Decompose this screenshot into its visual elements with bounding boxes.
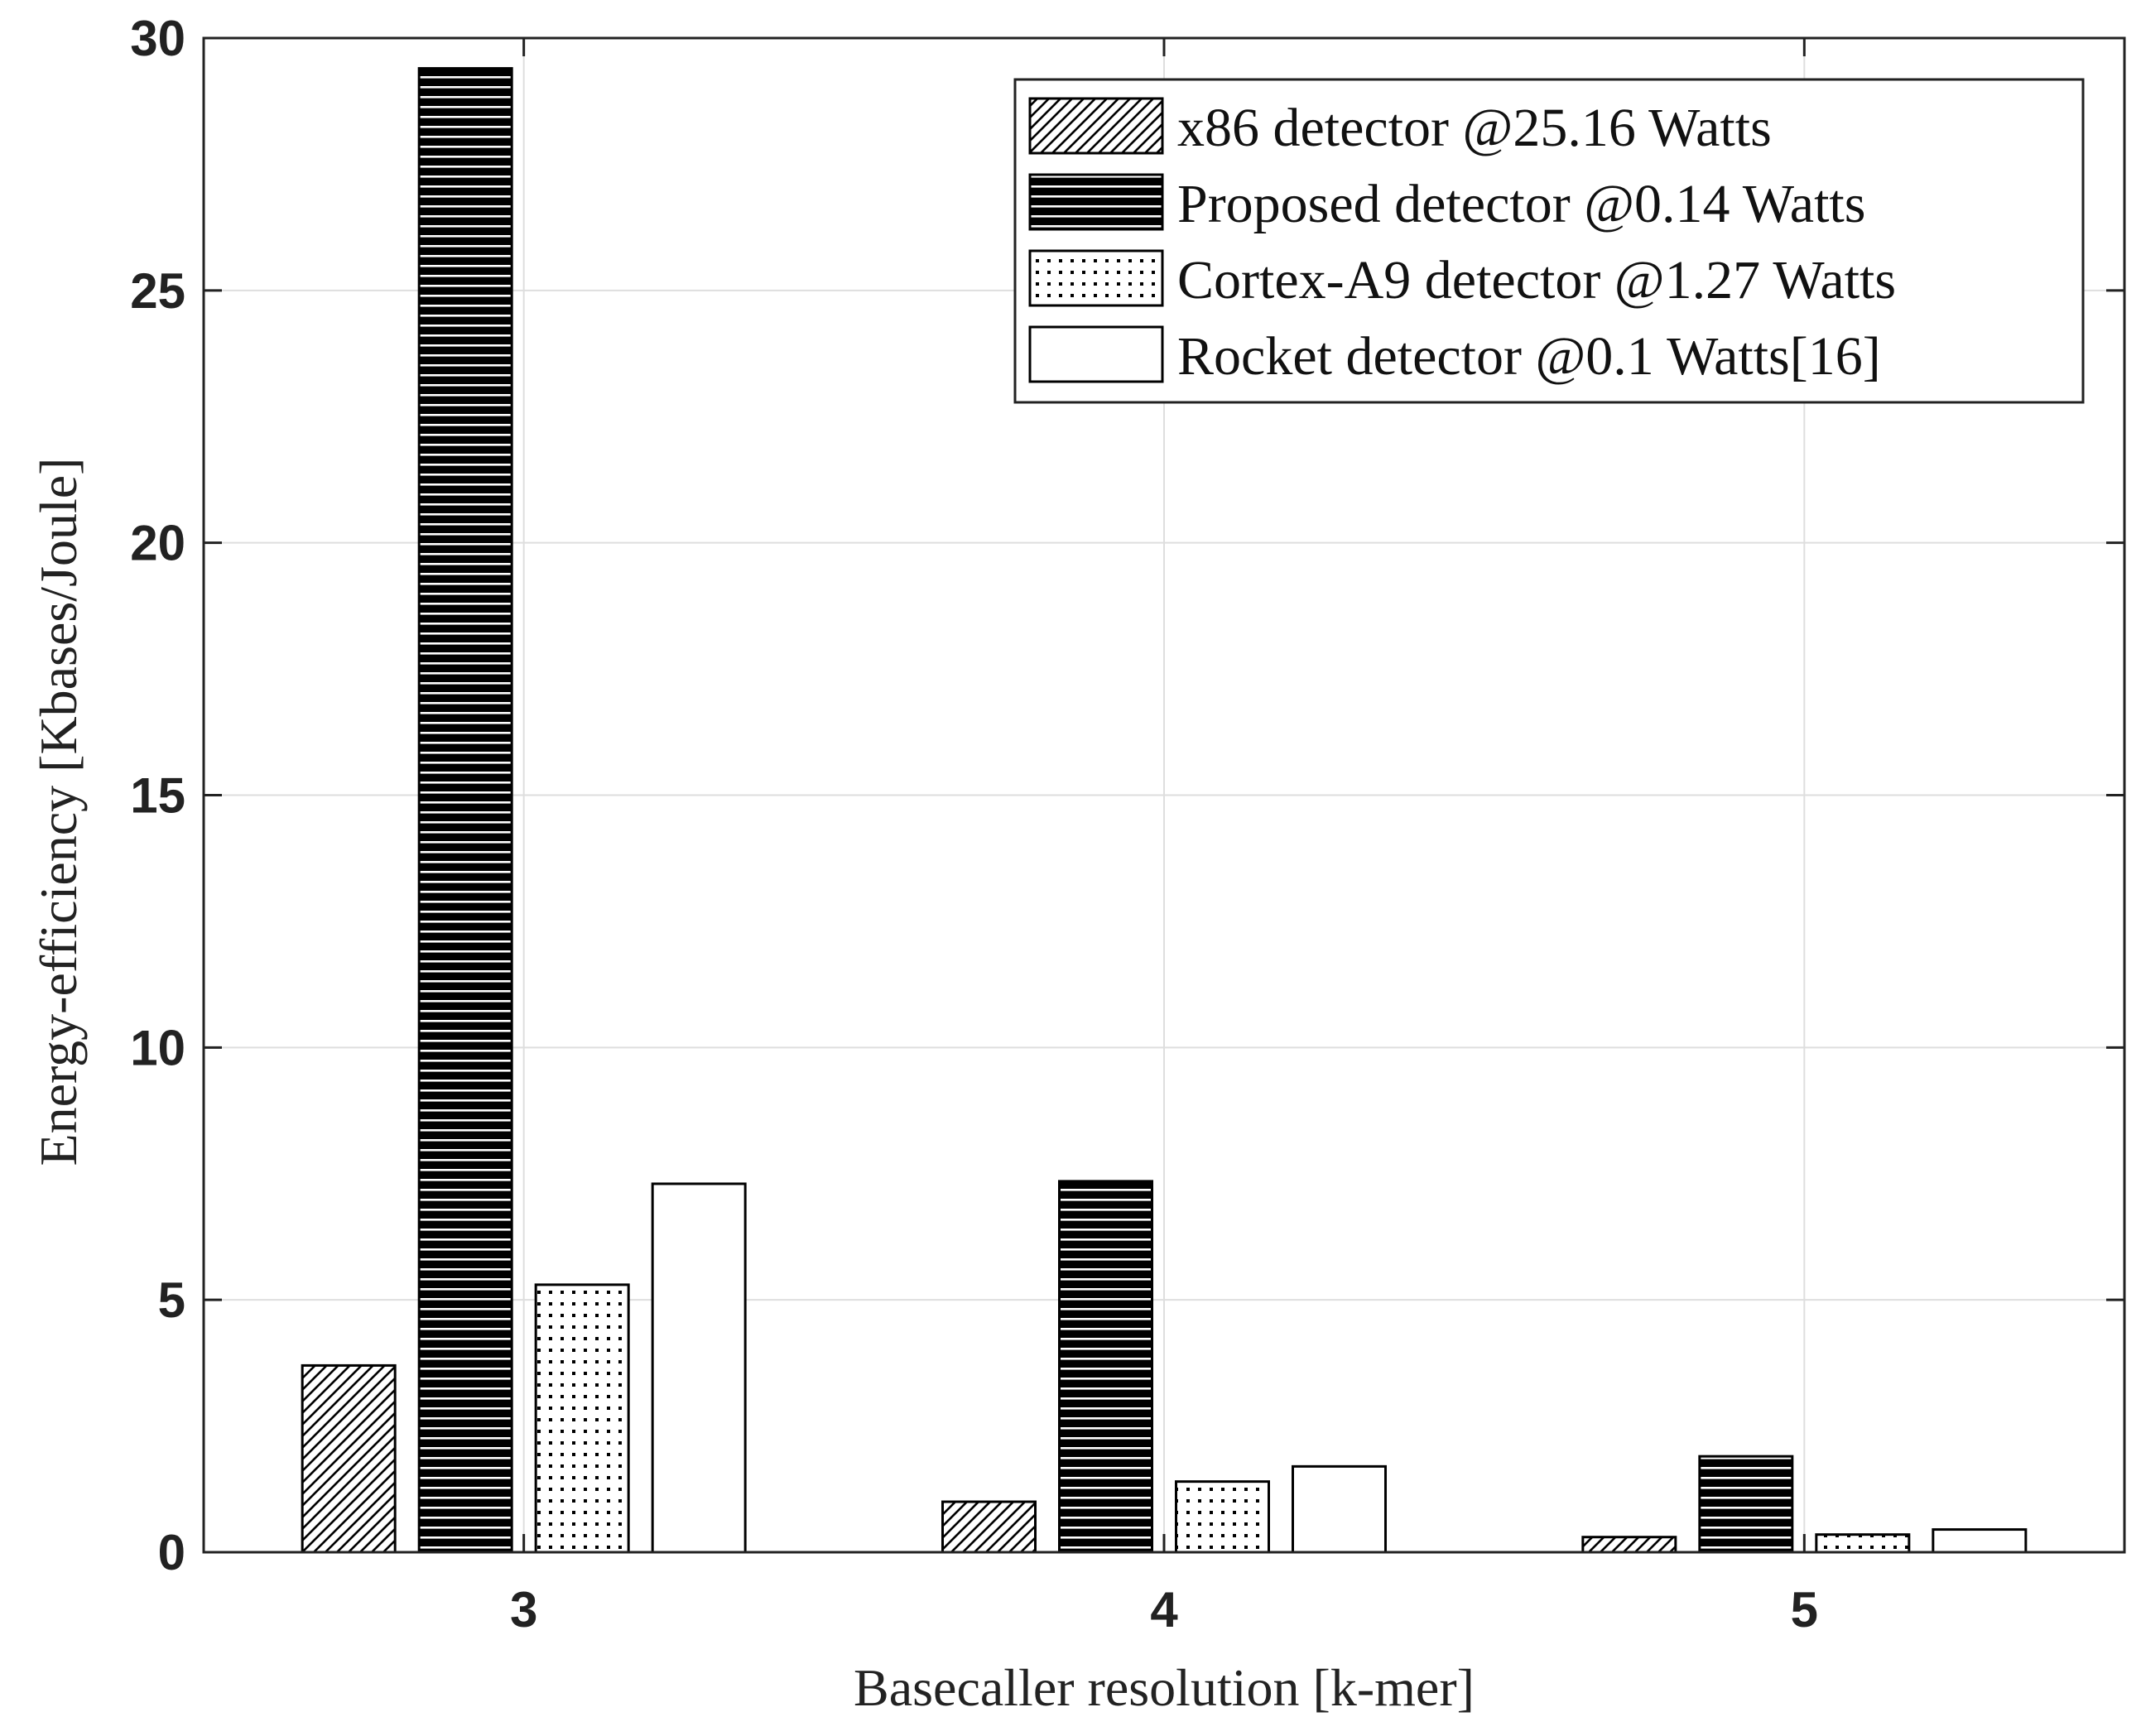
axis-ticks: 0 5 10 15 20 25 30 3 4 5 bbox=[130, 11, 2124, 1637]
bar-diagonal-hatch-3 bbox=[301, 1363, 397, 1554]
legend-label: Rocket detector @0.1 Watts[16] bbox=[1177, 326, 1881, 387]
bar-dotted-5 bbox=[1815, 1533, 1911, 1554]
legend-swatch-dotted bbox=[1028, 249, 1164, 307]
y-tick-label: 20 bbox=[130, 516, 185, 571]
bars bbox=[301, 67, 2028, 1554]
legend-box bbox=[1013, 78, 2085, 404]
legend-label: x86 detector @25.16 Watts bbox=[1177, 98, 1772, 158]
x-tick-label: 5 bbox=[1791, 1582, 1818, 1637]
legend-swatch-diagonal-hatch bbox=[1028, 97, 1164, 155]
bar-empty-5 bbox=[1932, 1528, 2028, 1554]
y-axis-title: Energy-efficiency [Kbases/Joule] bbox=[29, 458, 88, 1166]
bar-empty-4 bbox=[1292, 1464, 1387, 1554]
legend-label: Cortex-A9 detector @1.27 Watts bbox=[1177, 250, 1896, 310]
bar-diagonal-hatch-5 bbox=[1581, 1536, 1677, 1554]
bar-horizontal-lines-4 bbox=[1058, 1180, 1153, 1554]
legend-swatch-empty bbox=[1028, 325, 1164, 383]
y-tick-label: 25 bbox=[130, 263, 185, 319]
y-tick-label: 30 bbox=[130, 11, 185, 66]
y-tick-label: 0 bbox=[158, 1525, 185, 1580]
x-tick-label: 4 bbox=[1150, 1582, 1178, 1637]
x-axis-title: Basecaller resolution [k-mer] bbox=[854, 1658, 1475, 1717]
y-tick-label: 10 bbox=[130, 1020, 185, 1075]
bar-horizontal-lines-5 bbox=[1698, 1455, 1794, 1554]
x-tick-label: 3 bbox=[510, 1582, 537, 1637]
legend-label: Proposed detector @0.14 Watts bbox=[1177, 174, 1865, 234]
bar-horizontal-lines-3 bbox=[417, 67, 513, 1554]
legend: x86 detector @25.16 Watts Proposed detect… bbox=[1013, 78, 2085, 404]
bar-diagonal-hatch-4 bbox=[941, 1500, 1037, 1554]
bar-empty-3 bbox=[651, 1182, 747, 1554]
y-tick-label: 5 bbox=[158, 1272, 185, 1328]
bar-dotted-3 bbox=[534, 1283, 630, 1554]
legend-swatch-horizontal-lines bbox=[1028, 173, 1164, 231]
y-tick-label: 15 bbox=[130, 768, 185, 824]
bar-dotted-4 bbox=[1175, 1480, 1270, 1554]
